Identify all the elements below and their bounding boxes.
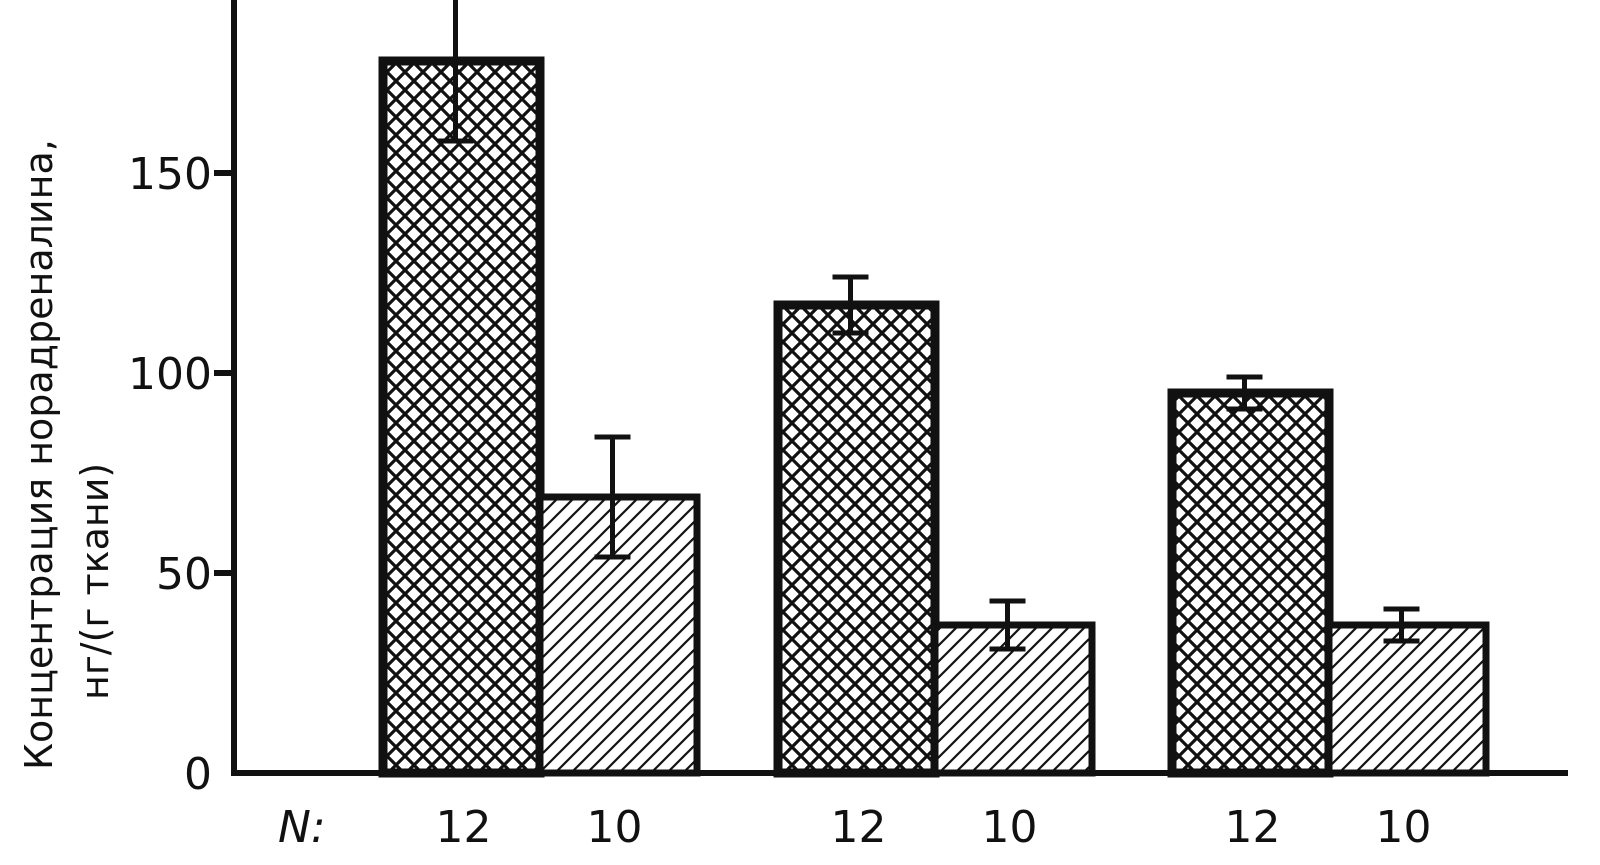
n-prefix-label: N: — [278, 802, 326, 853]
n-value-label: 12 — [436, 802, 492, 853]
bar-crosshatch — [1167, 388, 1334, 778]
n-value-label: 10 — [982, 802, 1038, 853]
y-tick-label: 50 — [156, 549, 212, 600]
y-axis-label-line-2: нг/(г ткани) — [73, 463, 117, 700]
y-ticks: 0 50 100 150 — [128, 149, 234, 800]
bars — [378, 0, 1490, 778]
n-value-label: 12 — [1225, 802, 1281, 853]
bar-crosshatch — [378, 56, 545, 778]
bar-diagonal — [1325, 621, 1490, 777]
bar-diagonal — [536, 493, 701, 777]
y-axis-label-line-1: Концентрация норадреналина, — [17, 139, 61, 770]
y-tick-label: 0 — [184, 749, 212, 800]
bar-crosshatch — [773, 300, 940, 778]
y-tick-label: 100 — [128, 349, 212, 400]
bar-diagonal — [931, 621, 1096, 777]
y-axis-label: Концентрация норадреналина, нг/(г ткани) — [17, 139, 117, 770]
n-value-label: 10 — [1376, 802, 1432, 853]
y-tick-label: 150 — [128, 149, 212, 200]
n-value-label: 10 — [587, 802, 643, 853]
n-labels: N: 12 10 12 10 12 10 — [278, 802, 1432, 853]
n-value-label: 12 — [831, 802, 887, 853]
